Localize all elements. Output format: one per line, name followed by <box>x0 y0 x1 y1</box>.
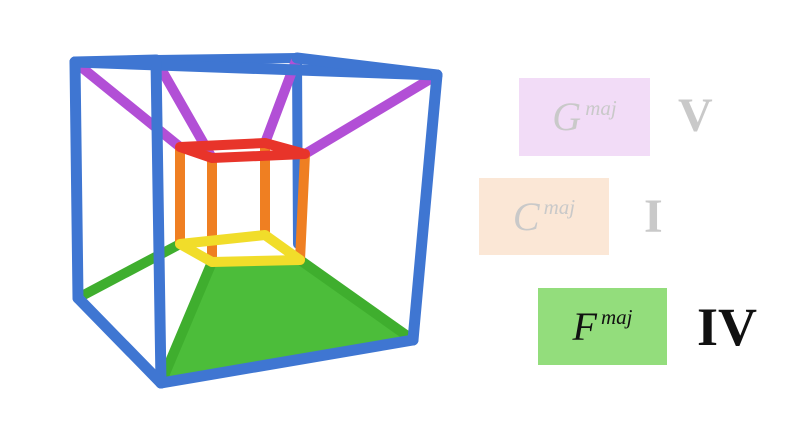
inner-cube-top-face <box>175 138 310 163</box>
chord-letter: G <box>552 94 582 139</box>
chord-box-c-major: C maj <box>479 178 609 255</box>
chord-quality: maj <box>600 305 633 329</box>
chord-quality: maj <box>585 95 617 120</box>
roman-numeral-i: I <box>644 190 663 243</box>
roman-numeral-iv: IV <box>697 297 758 357</box>
chord-box-g-major: G maj <box>519 78 650 156</box>
chord-quality: maj <box>543 195 576 219</box>
inner-cube-bottom-face <box>175 230 305 267</box>
roman-numeral-v: V <box>678 89 713 142</box>
highlighted-cell-face <box>161 260 413 383</box>
chord-letter: F <box>572 303 597 349</box>
chord-box-f-major: F maj <box>538 288 667 365</box>
chord-letter: C <box>512 193 540 239</box>
outer-cube-front-edges <box>69 52 443 389</box>
